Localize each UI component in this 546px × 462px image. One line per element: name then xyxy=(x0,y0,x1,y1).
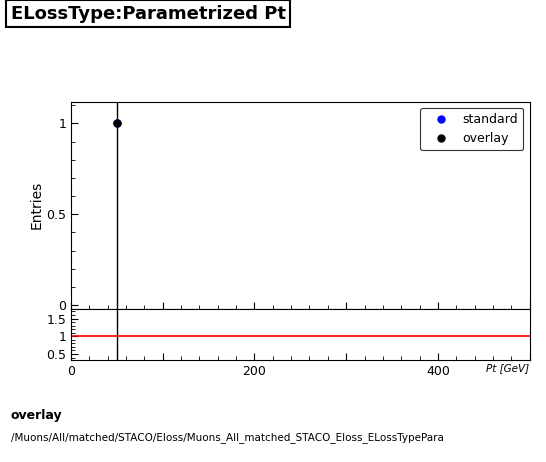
Legend: standard, overlay: standard, overlay xyxy=(420,108,524,150)
Text: /Muons/All/matched/STACO/Eloss/Muons_All_matched_STACO_Eloss_ELossTypePara: /Muons/All/matched/STACO/Eloss/Muons_All… xyxy=(11,432,444,443)
Y-axis label: Entries: Entries xyxy=(29,181,43,229)
Text: ELossType:Parametrized Pt: ELossType:Parametrized Pt xyxy=(11,5,286,23)
Text: Pt [GeV]: Pt [GeV] xyxy=(486,363,530,373)
Text: overlay: overlay xyxy=(11,409,63,422)
